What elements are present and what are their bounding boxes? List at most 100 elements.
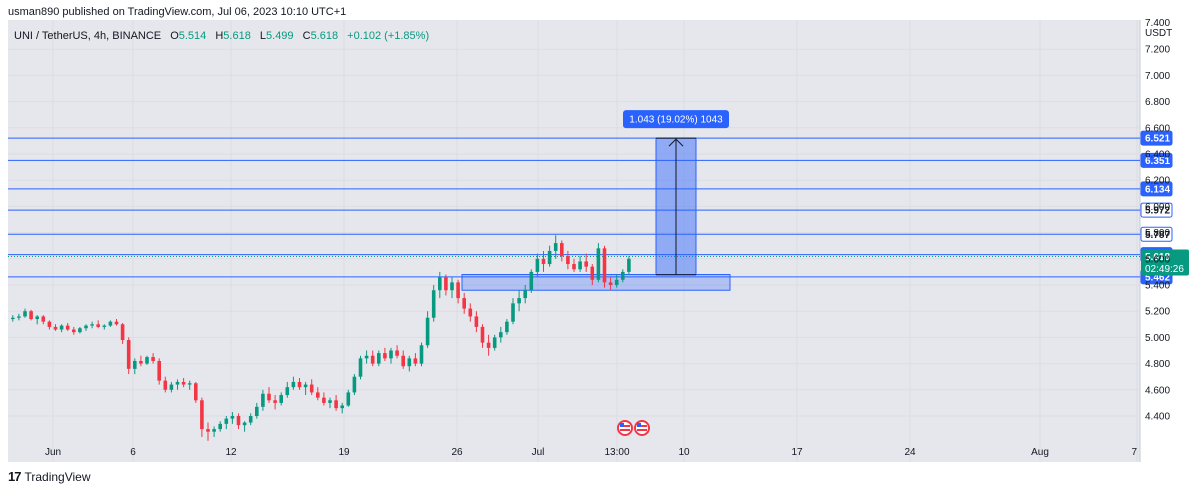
bar-countdown-label: 02:49:26 [1145, 264, 1184, 275]
candle-body [492, 337, 497, 348]
candle-body [224, 418, 229, 424]
candle-body [17, 316, 21, 318]
candle-body [547, 250, 552, 265]
candle-body [486, 342, 491, 348]
low-label: L [259, 30, 267, 42]
price-tick-label: 7.000 [1145, 71, 1170, 82]
current-price-badge[interactable] [1141, 249, 1189, 276]
candle-body [431, 290, 436, 318]
candle-body [572, 264, 576, 270]
level-price-badge[interactable] [1140, 202, 1173, 218]
candle-body [169, 384, 174, 390]
candle-body [553, 243, 558, 251]
candle-body [456, 282, 460, 299]
candle-body [316, 392, 320, 398]
price-tick-label: 5.000 [1145, 333, 1170, 344]
candle-body [53, 326, 58, 330]
candle-body [303, 384, 308, 388]
time-tick-label: 19 [338, 447, 350, 458]
candle-body [212, 429, 216, 432]
horizontal-levels[interactable]: 6.5216.3516.1345.9725.7875.6325.4625.618… [8, 130, 1189, 285]
measure-label-box[interactable] [623, 110, 729, 129]
candle-body [297, 381, 302, 388]
candle-body [407, 358, 412, 367]
footer-brand[interactable]: 17 TradingView [8, 469, 91, 484]
price-tick-label: 5.400 [1145, 281, 1170, 292]
candle-body [517, 298, 521, 304]
price-tick-label: 6.200 [1145, 176, 1170, 187]
level-price-label: 6.134 [1145, 184, 1170, 195]
candle-body [590, 266, 595, 280]
candle-body [248, 416, 253, 423]
price-axis[interactable]: 7.400 7.200 7.000 6.800 6.600 6.400 6.200 6.000… [1145, 18, 1170, 423]
candle-body [242, 422, 247, 426]
economic-events[interactable] [617, 420, 650, 436]
candle-body [23, 311, 27, 317]
candle-body [541, 258, 546, 265]
candle-body [35, 316, 39, 320]
candle-body [358, 358, 363, 377]
candle-body [291, 381, 296, 388]
candle-body [267, 393, 271, 401]
candle-body [413, 358, 418, 364]
candle-body [450, 282, 454, 291]
candle-body [96, 324, 100, 327]
price-tick-label: 5.600 [1145, 254, 1170, 265]
time-tick-label: 26 [451, 447, 463, 458]
candle-body [175, 381, 180, 385]
price-tick-label: 6.600 [1145, 123, 1170, 134]
time-tick-label: 24 [904, 447, 916, 458]
symbol-info: UNI / TetherUS, 4h, BINANCE O5.514 H5.61… [14, 30, 429, 42]
level-price-label: 5.972 [1145, 206, 1170, 217]
candle-body [352, 376, 357, 393]
time-tick-label: 10 [678, 447, 690, 458]
candle-body [151, 357, 155, 361]
level-price-badge[interactable] [1140, 181, 1173, 197]
time-axis[interactable]: Jun 6 12 19 26 Jul 13:00 10 17 24 Aug 7 [45, 447, 1138, 458]
open-label: O [170, 30, 179, 42]
price-tick-label: 4.400 [1145, 412, 1170, 423]
close-value: 5.618 [310, 30, 339, 42]
candle-body [566, 256, 570, 265]
level-price-badge[interactable] [1140, 152, 1173, 168]
candle-body [102, 325, 107, 327]
candle-body [157, 360, 161, 381]
candle-body [444, 277, 448, 291]
measure-tool[interactable]: 1.043 (19.02%) 1043 [623, 110, 729, 276]
close-label: C [302, 30, 311, 42]
candle-body [346, 392, 351, 406]
candles [11, 235, 631, 441]
candle-body [126, 340, 131, 369]
candle-body [560, 243, 564, 257]
level-price-badge[interactable] [1140, 226, 1173, 242]
time-tick-label: 6 [130, 447, 136, 458]
candle-body [29, 311, 33, 320]
price-tick-label: 5.200 [1145, 307, 1170, 318]
candle-body [65, 325, 70, 330]
candle-body [133, 360, 137, 369]
time-tick-label: Jul [532, 447, 545, 458]
level-price-badge[interactable] [1140, 130, 1173, 146]
symbol-name[interactable]: UNI / TetherUS, 4h, BINANCE [14, 30, 162, 42]
candle-body [578, 261, 582, 270]
candle-body [187, 383, 192, 385]
time-tick-label: 13:00 [604, 447, 629, 458]
candle-body [511, 303, 515, 322]
candle-body [614, 279, 619, 285]
support-zone-rect[interactable] [461, 274, 731, 291]
flag-canton [620, 423, 624, 427]
candle-body [59, 325, 64, 330]
candle-body [462, 298, 466, 309]
candle-body [602, 248, 607, 283]
support-zone-layer[interactable] [461, 274, 731, 291]
candle-body [401, 355, 405, 367]
price-tick-label: 7.200 [1145, 45, 1170, 56]
brand-name: TradingView [24, 469, 91, 484]
flag-canton [637, 423, 641, 427]
candle-body [621, 271, 625, 280]
candle-body [584, 261, 588, 267]
candle-body [114, 321, 119, 325]
high-label: H [215, 30, 224, 42]
candle-body [255, 406, 259, 416]
